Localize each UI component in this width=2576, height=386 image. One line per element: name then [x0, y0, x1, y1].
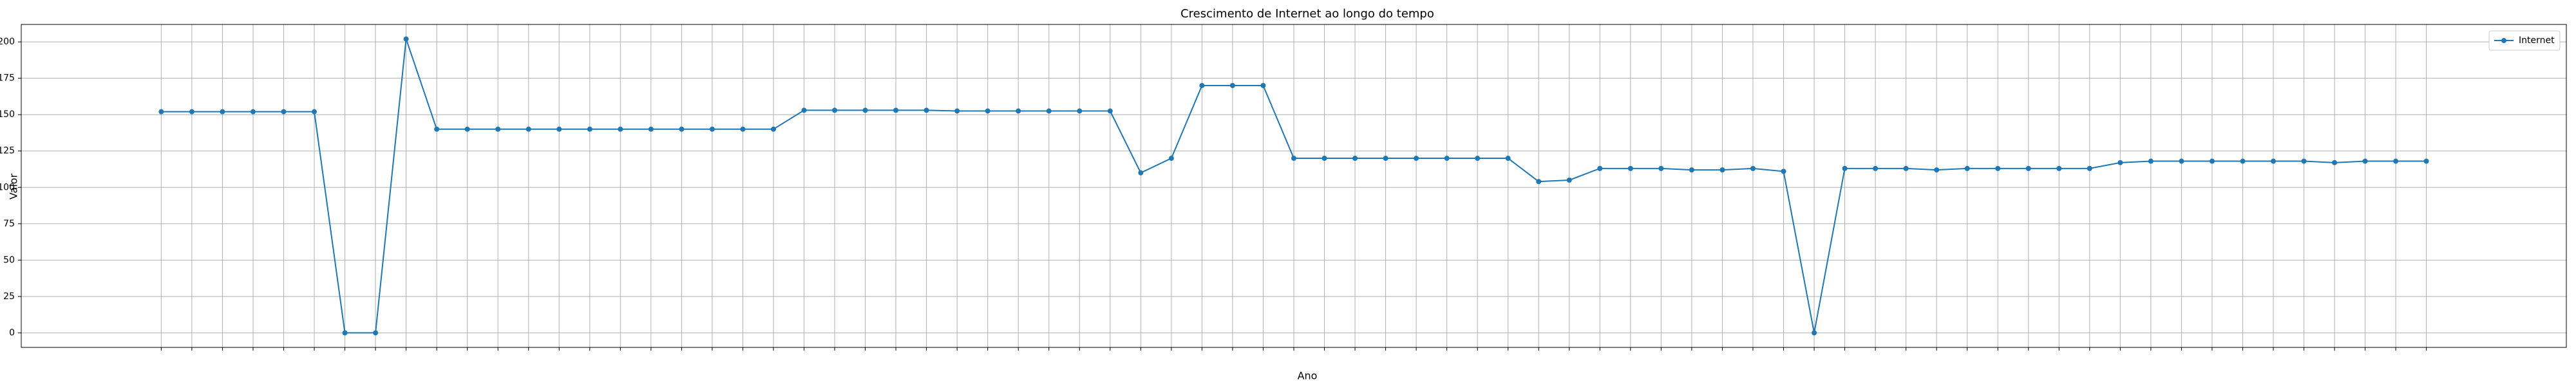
marker: [862, 107, 868, 113]
legend-box: [2488, 30, 2561, 51]
marker: [923, 107, 929, 113]
marker: [312, 109, 317, 115]
marker: [679, 126, 685, 132]
marker: [2087, 165, 2092, 171]
y-tick-label: 150: [0, 109, 15, 120]
marker: [495, 126, 501, 132]
marker: [373, 330, 379, 336]
marker: [1658, 165, 1664, 171]
marker: [618, 126, 623, 132]
marker: [1046, 108, 1052, 114]
marker: [1016, 108, 1021, 114]
marker: [1627, 165, 1633, 171]
marker: [1995, 165, 2001, 171]
marker: [1536, 179, 1542, 185]
marker: [2117, 160, 2123, 165]
y-tick-label: 200: [0, 37, 15, 47]
marker: [2179, 158, 2184, 164]
marker: [2393, 158, 2399, 164]
y-tick-label: 50: [3, 255, 15, 265]
marker: [1383, 156, 1388, 161]
marker: [434, 126, 440, 132]
marker: [1964, 165, 1970, 171]
legend-label: Internet: [2519, 35, 2555, 46]
marker: [1475, 156, 1481, 161]
marker: [2332, 160, 2338, 165]
marker: [342, 330, 348, 336]
marker: [2362, 158, 2368, 164]
marker: [709, 126, 715, 132]
marker: [220, 109, 225, 115]
legend-marker: [2501, 38, 2506, 43]
marker: [1597, 165, 1603, 171]
marker: [158, 109, 164, 115]
marker: [250, 109, 256, 115]
chart-title: Crescimento de Internet ao longo do temp…: [1180, 7, 1434, 21]
marker: [2270, 158, 2276, 164]
marker: [770, 126, 776, 132]
marker: [1566, 177, 1572, 183]
marker: [1077, 108, 1083, 114]
marker: [2301, 158, 2307, 164]
marker: [2209, 158, 2215, 164]
marker: [1321, 156, 1327, 161]
y-tick-label: 100: [0, 182, 15, 192]
plot-frame: [21, 24, 2567, 348]
marker: [1689, 167, 1694, 173]
marker: [1750, 165, 1756, 171]
marker: [1873, 165, 1879, 171]
marker: [832, 107, 838, 113]
marker: [403, 36, 409, 42]
marker: [189, 109, 194, 115]
marker: [1107, 108, 1113, 114]
marker: [1781, 169, 1786, 174]
marker: [1934, 167, 1940, 173]
marker: [2423, 158, 2429, 164]
marker: [1138, 170, 1144, 176]
marker: [1444, 156, 1450, 161]
marker: [1842, 165, 1848, 171]
marker: [1719, 167, 1725, 173]
marker: [281, 109, 287, 115]
marker: [985, 108, 990, 114]
y-tick-label: 125: [0, 146, 15, 156]
marker: [1260, 82, 1266, 88]
marker: [1812, 330, 1817, 336]
marker: [801, 107, 807, 113]
marker: [740, 126, 746, 132]
y-axis-label: Valor: [8, 173, 20, 199]
marker: [1168, 156, 1174, 161]
y-tick-label: 175: [0, 73, 15, 84]
marker: [2148, 158, 2154, 164]
y-tick-label: 0: [9, 327, 15, 338]
marker: [2056, 165, 2062, 171]
y-tick-label: 25: [3, 291, 15, 302]
marker: [2240, 158, 2246, 164]
marker: [893, 107, 899, 113]
marker: [1903, 165, 1909, 171]
marker: [556, 126, 562, 132]
marker: [1505, 156, 1511, 161]
marker: [648, 126, 654, 132]
marker: [526, 126, 531, 132]
marker: [1414, 156, 1419, 161]
marker: [954, 108, 960, 114]
marker: [464, 126, 470, 132]
y-tick-label: 75: [3, 219, 15, 229]
marker: [1229, 82, 1235, 88]
marker: [1199, 82, 1205, 88]
marker: [2025, 165, 2031, 171]
marker: [587, 126, 592, 132]
x-axis-label: Ano: [1298, 370, 1318, 382]
marker: [1352, 156, 1358, 161]
marker: [1291, 156, 1296, 161]
